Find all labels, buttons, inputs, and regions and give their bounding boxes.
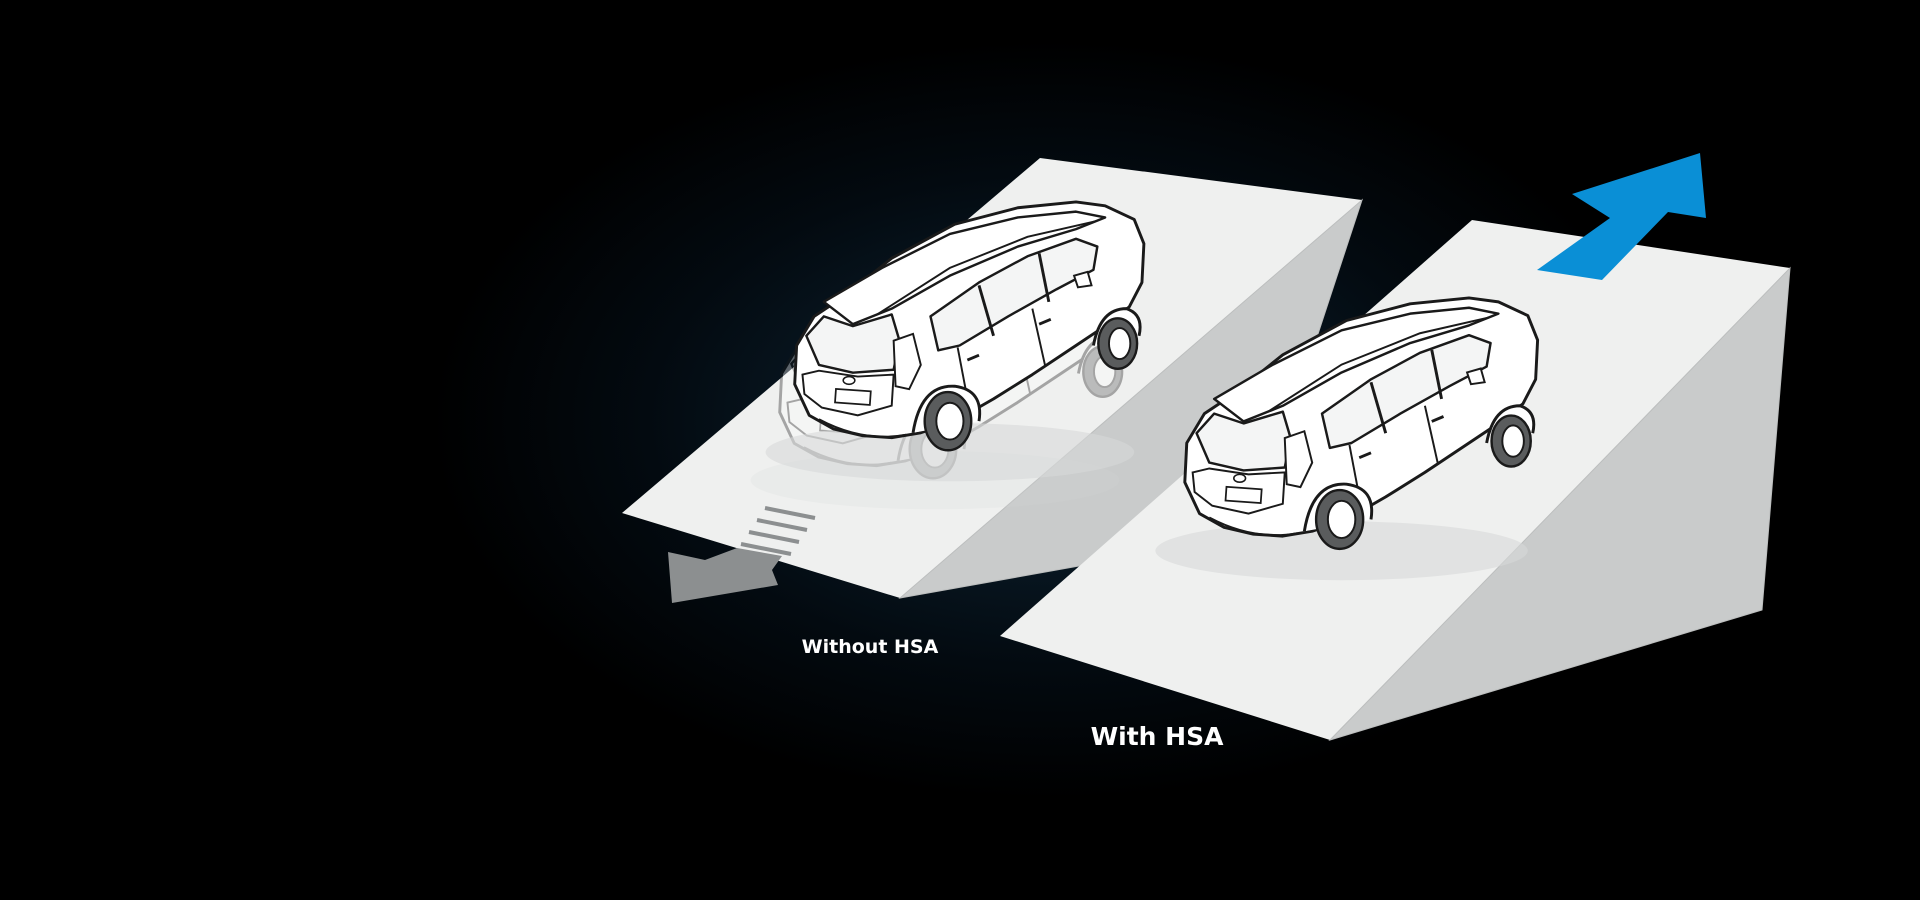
arrow-up-right-icon <box>1537 153 1706 280</box>
label-with-hsa: With HSA <box>1090 722 1224 751</box>
label-without-hsa: Without HSA <box>801 636 939 658</box>
arrow-down-left-icon <box>668 506 816 603</box>
